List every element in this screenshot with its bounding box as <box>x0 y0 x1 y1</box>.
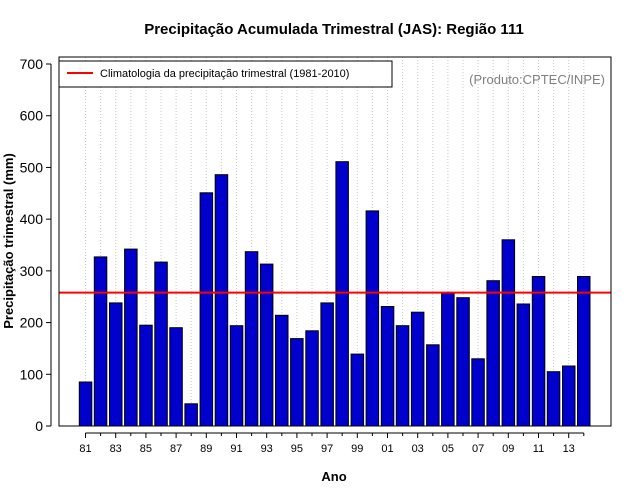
bar <box>184 403 198 427</box>
bar <box>169 327 183 427</box>
x-tick-label: 01 <box>381 443 393 455</box>
bar <box>426 344 440 427</box>
bar <box>275 314 289 427</box>
bar <box>350 353 365 427</box>
bar <box>516 303 531 427</box>
bar <box>562 365 576 427</box>
x-axis-label: Ano <box>321 469 346 484</box>
y-tick-label: 400 <box>20 211 44 227</box>
bar <box>305 330 319 427</box>
x-axis: 81 83 85 87 89 91 93 95 97 99 01 03 05 07 09 11 13 <box>79 432 585 455</box>
legend-label: Climatologia da precipitação trimestral … <box>100 68 349 80</box>
x-tick-label: 99 <box>351 443 363 455</box>
bar <box>380 306 395 427</box>
bar <box>109 302 123 427</box>
bar <box>441 292 455 427</box>
x-tick-label: 05 <box>442 443 454 455</box>
bar <box>335 161 349 427</box>
bar <box>259 263 274 427</box>
y-tick-label: 300 <box>20 263 44 279</box>
x-tick-label: 11 <box>533 443 544 455</box>
legend-box <box>58 60 393 88</box>
bar <box>214 174 229 427</box>
bar <box>501 239 516 427</box>
x-tick-label: 87 <box>170 443 182 455</box>
bar <box>229 325 244 427</box>
chart-title: Precipitação Acumulada Trimestral (JAS):… <box>144 21 524 38</box>
bar <box>486 280 500 427</box>
y-tick-label: 500 <box>20 159 44 175</box>
bar <box>546 371 561 427</box>
bar <box>139 324 153 427</box>
x-tick-label: 91 <box>230 443 242 455</box>
bars <box>78 161 591 427</box>
y-tick-label: 100 <box>20 366 44 382</box>
legend: Climatologia da precipitação trimestral … <box>58 60 393 88</box>
bar <box>531 276 546 427</box>
x-tick-label: 83 <box>110 443 122 455</box>
x-tick-label: 13 <box>563 443 575 455</box>
bar <box>244 251 259 427</box>
y-tick-label: 200 <box>20 315 44 331</box>
x-tick-label: 07 <box>472 443 484 455</box>
x-tick-label: 09 <box>502 443 514 455</box>
y-tick-label: 600 <box>20 108 44 124</box>
bar <box>410 311 425 427</box>
bar <box>471 358 485 427</box>
bar <box>290 338 304 427</box>
bar <box>577 276 591 427</box>
x-tick-label: 89 <box>200 443 212 455</box>
y-tick-label: 700 <box>20 56 44 72</box>
x-tick-label: 95 <box>291 443 303 455</box>
x-tick-label: 85 <box>140 443 152 455</box>
x-tick-label: 81 <box>79 443 91 455</box>
y-axis: 0 100 200 300 400 500 600 700 <box>20 56 52 434</box>
bar <box>365 210 380 427</box>
y-tick-label: 0 <box>35 418 43 434</box>
bar <box>199 192 214 427</box>
x-tick-label: 97 <box>321 443 333 455</box>
bar <box>456 297 470 427</box>
bar <box>395 325 410 427</box>
bar <box>124 248 138 427</box>
plot-frame <box>58 56 612 427</box>
x-tick-label: 03 <box>412 443 424 455</box>
x-tick-label: 93 <box>261 443 273 455</box>
bar <box>320 302 334 427</box>
bar <box>78 381 93 427</box>
y-axis-label: Precipitação trimestral (mm) <box>1 153 16 329</box>
bar <box>93 256 108 427</box>
bar <box>154 261 168 427</box>
credit-text: (Produto:CPTEC/INPE) <box>469 72 605 87</box>
